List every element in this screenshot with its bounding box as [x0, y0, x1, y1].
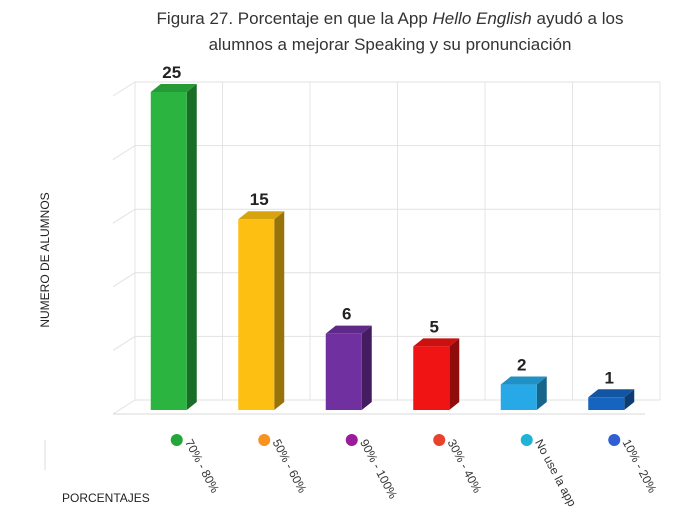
grid-line [112, 145, 660, 161]
data-label: 2 [517, 356, 526, 375]
legend-marker [170, 434, 183, 446]
grid-line [112, 335, 660, 351]
grid-line [112, 399, 660, 415]
data-label: 5 [430, 317, 439, 336]
x-tick-label: No use la app [532, 437, 579, 509]
bar [413, 346, 450, 410]
grid-line [112, 272, 660, 288]
bar-side [361, 325, 372, 410]
bar-top [238, 211, 285, 220]
bar-top [325, 325, 372, 334]
legend-marker [345, 434, 358, 446]
title-part: Hello English [433, 9, 532, 28]
data-label: 1 [605, 368, 614, 387]
chart-title: Figura 27. Porcentaje en que la App Hell… [157, 9, 624, 28]
bar-top [413, 338, 460, 347]
bar-side [624, 389, 635, 410]
bar-side [186, 84, 197, 410]
bar [325, 333, 362, 410]
bar [238, 219, 275, 410]
x-tick-label: 70% - 80% [182, 437, 222, 496]
y-axis-label: NUMERO DE ALUMNOS [38, 192, 52, 327]
bar [500, 384, 537, 410]
title-part: ayudó a los [537, 9, 624, 28]
grid-line [112, 81, 660, 97]
x-tick-label: 90% - 100% [357, 437, 400, 502]
bar-side [274, 211, 285, 410]
data-label: 15 [250, 190, 269, 209]
grid-line [112, 208, 660, 224]
legend-marker [258, 434, 271, 446]
x-tick-label: 10% - 20% [620, 437, 660, 496]
bar-top [588, 389, 635, 398]
x-tick-label: 30% - 40% [445, 437, 485, 496]
legend-marker [433, 434, 446, 446]
bar-top [150, 84, 197, 92]
bar-side [449, 338, 460, 410]
bar [588, 397, 625, 410]
legend-marker [608, 434, 621, 446]
legend-marker [520, 434, 533, 446]
title-part: Figura 27. Porcentaje en que la App [157, 9, 428, 28]
bar-side [536, 376, 547, 410]
bar-top [500, 376, 547, 385]
chart-title: alumnos a mejorar Speaking y su pronunci… [209, 35, 572, 54]
data-label: 6 [342, 305, 351, 324]
x-tick-label: 50% - 60% [270, 437, 310, 496]
bar [150, 92, 187, 410]
data-label: 25 [162, 63, 181, 82]
x-axis-label: PORCENTAJES [62, 491, 150, 505]
